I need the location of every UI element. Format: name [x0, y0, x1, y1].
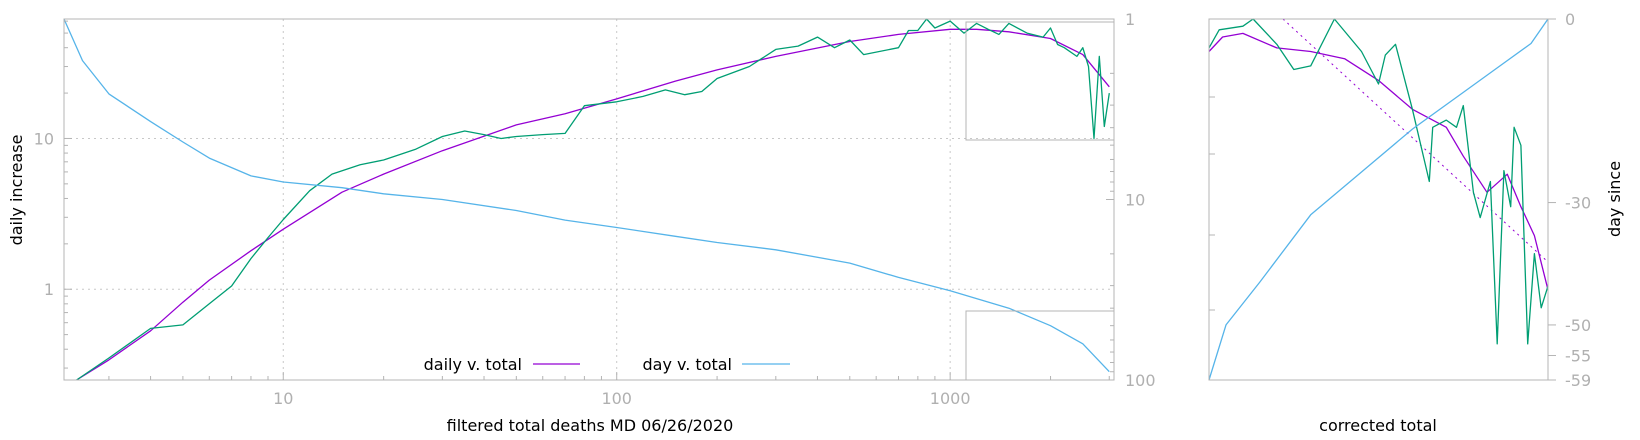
right-panel-trend-line — [1282, 18, 1549, 263]
right-panel-y2-tick-label: -50 — [1565, 316, 1591, 335]
right-x-axis-label: corrected total — [1319, 416, 1437, 435]
x-tick-label: 10 — [273, 389, 293, 408]
series-layer — [63, 18, 1549, 381]
legend-label-day: day v. total — [643, 355, 733, 374]
left-y-axis-label: daily increase — [7, 135, 26, 246]
right-panel-daily-raw-line — [1208, 18, 1549, 345]
inset-frame-top-right — [965, 21, 1115, 141]
y-tick-label: 1 — [44, 280, 54, 299]
x-tick-label: 100 — [601, 389, 632, 408]
right-plot-frame — [1208, 18, 1549, 381]
x-tick-label: 1000 — [930, 389, 971, 408]
right-y-axis-label: day since — [1605, 161, 1624, 237]
plot-frames — [63, 18, 1549, 381]
right-panel-daily-smooth-line — [1208, 32, 1549, 290]
y-tick-label: 10 — [34, 129, 54, 148]
left-panel-day-line — [63, 18, 1110, 373]
y2-tick-label: 1 — [1125, 10, 1135, 29]
left-panel-daily-raw-line — [76, 18, 1110, 381]
right-panel-y2-tick-label: -55 — [1565, 347, 1591, 366]
legend-label-daily: daily v. total — [424, 355, 522, 374]
y2-tick-label: 100 — [1125, 371, 1156, 390]
left-x-axis-label: filtered total deaths MD 06/26/2020 — [447, 416, 734, 435]
y2-tick-label: 10 — [1125, 191, 1145, 210]
left-panel-daily-smooth-line — [76, 28, 1110, 381]
right-panel-y2-tick-label: -30 — [1565, 194, 1591, 213]
legend: daily v. total day v. total — [424, 355, 790, 374]
right-panel-y2-tick-label: -59 — [1565, 371, 1591, 390]
left-plot-frame — [63, 18, 1115, 381]
right-panel-y2-tick-label: 0 — [1565, 10, 1575, 29]
right-panel-day-line — [1208, 18, 1549, 381]
grid-lines — [64, 19, 1114, 380]
